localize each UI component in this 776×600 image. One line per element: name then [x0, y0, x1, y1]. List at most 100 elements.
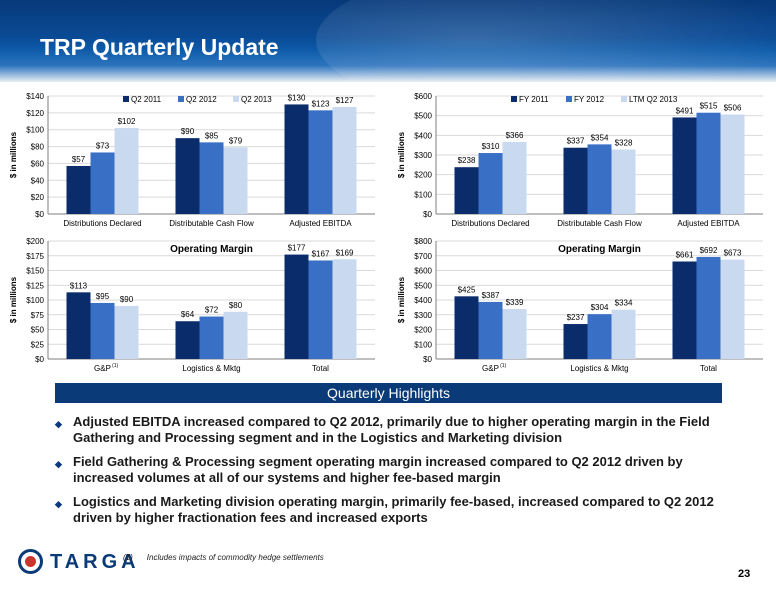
bar [284, 254, 309, 359]
bar [199, 316, 224, 359]
y-tick-label: $700 [414, 252, 432, 261]
y-tick-label: $50 [31, 326, 45, 335]
chart-svg: $0 $100 $200 $300 $400 $500 $600 $700 $800 $ in m… [397, 237, 763, 373]
category-label: Total [700, 364, 717, 373]
y-tick-label: $0 [35, 355, 44, 364]
footnote-text: Includes impacts of commodity hedge sett… [146, 553, 324, 562]
data-label: $238 [458, 156, 476, 165]
legend-swatch [511, 96, 517, 102]
category-label: Distributable Cash Flow [557, 219, 642, 228]
data-label: $167 [312, 249, 330, 258]
category-label: Logistics & Mktg [570, 364, 628, 373]
data-label: $339 [506, 298, 524, 307]
category-label: Distributable Cash Flow [169, 219, 254, 228]
y-tick-label: $60 [31, 159, 45, 168]
y-tick-label: $120 [26, 109, 44, 118]
data-label: $113 [70, 281, 88, 290]
data-label: $169 [336, 248, 354, 257]
y-tick-label: $600 [414, 267, 432, 276]
bar [332, 259, 357, 359]
bar [114, 128, 139, 214]
footnote-number: (1) [123, 553, 133, 562]
legend-swatch [123, 96, 129, 102]
bar [90, 152, 115, 214]
y-tick-label: $20 [31, 193, 45, 202]
data-label: $95 [96, 292, 110, 301]
chart-svg: $0 $25 $50 $75 $100 $125 $150 $175 $200 $ in mill… [9, 237, 375, 373]
data-label: $85 [205, 131, 219, 140]
bar [611, 149, 636, 214]
bar [223, 311, 248, 359]
bar [696, 256, 721, 359]
data-label: $310 [482, 142, 500, 151]
bar [563, 324, 588, 359]
bar [66, 165, 91, 214]
chart-quarterly-distributions: $0 $20 $40 $60 $80 $100 $120 $140 $ in millions $… [0, 88, 385, 233]
chart-svg: $0 $20 $40 $60 $80 $100 $120 $140 $ in millions $… [9, 92, 375, 228]
category-label: Distributions Declared [451, 219, 529, 228]
chart-title: Operating Margin [558, 244, 641, 255]
data-label: $334 [615, 299, 633, 308]
y-tick-label: $300 [414, 311, 432, 320]
logo-emblem-icon [18, 549, 43, 574]
legend-label: FY 2012 [574, 95, 605, 104]
data-label: $73 [96, 141, 110, 150]
legend-swatch [178, 96, 184, 102]
y-tick-label: $100 [414, 190, 432, 199]
bar [502, 308, 527, 359]
bar [672, 117, 697, 214]
legend-swatch [233, 96, 239, 102]
data-label: $661 [676, 251, 694, 260]
y-tick-label: $500 [414, 281, 432, 290]
bar [66, 292, 91, 359]
data-label: $673 [724, 249, 742, 258]
chart-quarterly-operating-margin: $0 $25 $50 $75 $100 $125 $150 $175 $200 $ in mill… [0, 233, 385, 378]
y-tick-label: $200 [414, 171, 432, 180]
bar [332, 106, 357, 214]
bar [284, 104, 309, 214]
legend-swatch [566, 96, 572, 102]
bar [308, 110, 333, 214]
page-number: 23 [738, 568, 751, 580]
y-tick-label: $175 [26, 252, 44, 261]
y-tick-label: $500 [414, 112, 432, 121]
data-label: $79 [229, 136, 243, 145]
data-label: $57 [72, 155, 86, 164]
diamond-bullet-icon: ◆ [55, 459, 62, 469]
bar [696, 112, 721, 214]
bar [587, 144, 612, 214]
data-label: $506 [724, 103, 742, 112]
header-banner: TRP Quarterly Update [0, 0, 776, 82]
data-label: $72 [205, 306, 219, 315]
header-decoration [316, 0, 776, 82]
y-tick-label: $200 [414, 326, 432, 335]
bar [720, 259, 745, 359]
chart-title: Operating Margin [170, 244, 253, 255]
data-label: $102 [118, 117, 136, 126]
highlight-text: Field Gathering & Processing segment ope… [73, 454, 683, 485]
y-tick-label: $0 [423, 355, 432, 364]
data-label: $237 [567, 313, 585, 322]
data-label: $354 [591, 133, 609, 142]
legend-label: LTM Q2 2013 [629, 95, 678, 104]
data-label: $64 [181, 310, 195, 319]
company-logo: TARGA [18, 549, 136, 579]
highlights-list: ◆ Adjusted EBITDA increased compared to Q… [55, 414, 745, 534]
y-tick-label: $125 [26, 281, 44, 290]
y-tick-label: $40 [31, 176, 45, 185]
y-tick-label: $25 [31, 340, 45, 349]
data-label: $127 [336, 96, 354, 105]
y-tick-label: $150 [26, 267, 44, 276]
legend-label: Q2 2013 [241, 95, 272, 104]
bar [478, 301, 503, 359]
y-tick-label: $100 [26, 296, 44, 305]
highlight-item: ◆ Field Gathering & Processing segment op… [55, 454, 745, 486]
category-label: Distributions Declared [63, 219, 141, 228]
y-tick-label: $600 [414, 92, 432, 101]
highlight-text: Adjusted EBITDA increased compared to Q2… [73, 414, 710, 445]
y-axis-label: $ in millions [9, 276, 18, 323]
bar [720, 114, 745, 214]
y-tick-label: $400 [414, 131, 432, 140]
bar [611, 309, 636, 359]
diamond-bullet-icon: ◆ [55, 499, 62, 509]
